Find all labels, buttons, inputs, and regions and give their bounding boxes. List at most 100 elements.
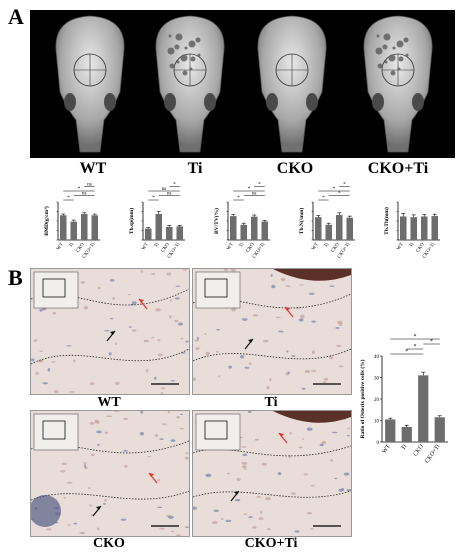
tick-label: WT — [382, 443, 392, 454]
tick-label: CKO — [413, 443, 426, 457]
tick-label: Ti — [409, 242, 416, 249]
tick-label: CKO — [416, 242, 426, 254]
y-tick-label: 10 — [374, 419, 380, 424]
significance-mark: * — [333, 187, 336, 192]
bar-wt — [314, 217, 322, 240]
micro-label-wt: WT — [97, 395, 121, 410]
y-axis-label: Tb.N(/mm) — [298, 208, 305, 235]
significance-mark: ns — [167, 192, 172, 197]
significance-mark: * — [343, 183, 346, 188]
micro-label-cko-ti: CKO+Ti — [244, 536, 298, 551]
bar-cko — [420, 216, 428, 240]
bar-wt — [399, 216, 407, 240]
tick-label: WT — [141, 242, 150, 251]
significance-mark: * — [152, 196, 155, 201]
significance-mark: * — [78, 187, 81, 192]
bar-ti — [401, 426, 412, 442]
significance-mark: ns — [162, 187, 167, 192]
bar-ti — [70, 221, 78, 240]
micrograph-cko — [30, 410, 190, 537]
y-axis-label: Tb.Th(mm) — [383, 207, 390, 235]
y-axis-label: Tb.sp(mm) — [128, 208, 135, 234]
y-axis-label: BV/TV(%) — [213, 208, 220, 234]
bar-cko-ti — [261, 221, 269, 240]
tick-label: Ti — [154, 242, 161, 249]
bar-cko-ti — [91, 215, 99, 240]
significance-mark: * — [237, 196, 240, 201]
micro-ct-skull-image — [30, 10, 455, 158]
bar-ti — [325, 224, 333, 240]
skull-label-cko-ti: CKO+Ti — [367, 160, 429, 177]
bar-wt — [59, 215, 67, 240]
significance-mark: * — [248, 187, 251, 192]
micrograph-ti — [192, 268, 352, 395]
y-tick-label: 40 — [374, 355, 380, 360]
micro-label-ti: Ti — [264, 395, 278, 410]
bar-cko-ti — [346, 217, 354, 240]
y-tick-label: 30 — [374, 376, 380, 381]
tick-label: Ti — [239, 242, 246, 249]
bar-ti — [155, 213, 163, 240]
tick-label: Ti — [324, 242, 331, 249]
bar-wt — [229, 216, 237, 240]
significance-mark: ns — [82, 192, 87, 197]
bar-cko — [335, 215, 343, 240]
significance-mark: ns — [252, 192, 257, 197]
bar-cko — [165, 226, 173, 240]
tick-label: WT — [311, 242, 320, 251]
skull-0 — [55, 15, 125, 153]
significance-mark: * — [67, 196, 70, 201]
bar-wt — [144, 228, 152, 240]
chart-osterix: WT Ti CKO CKO+Ti 0 10 20 30 40 Ratio of Osterix p… — [359, 334, 448, 465]
significance-mark: * — [258, 183, 261, 188]
tick-label: CKO+Ti — [424, 443, 441, 464]
tick-label: WT — [226, 242, 235, 251]
bar-ti — [240, 224, 248, 240]
tick-label: WT — [56, 242, 65, 251]
tick-label: Ti — [401, 443, 409, 451]
significance-mark: * — [414, 344, 417, 350]
bar-cko — [418, 375, 429, 442]
significance-mark: * — [338, 192, 341, 197]
y-tick-label: 20 — [374, 398, 380, 403]
tick-label: CKO — [246, 242, 256, 254]
micro-label-cko: CKO — [93, 536, 125, 551]
bar-cko-ti — [434, 417, 445, 442]
osterix-ratio-chart: WT Ti CKO CKO+Ti 0 10 20 30 40 Ratio of Osterix p… — [359, 334, 448, 465]
bar-cko — [80, 214, 88, 240]
skull-label-wt: WT — [79, 160, 107, 177]
significance-mark: * — [322, 196, 325, 201]
significance-mark: * — [405, 349, 408, 355]
tick-label: WT — [396, 242, 405, 251]
y-tick-label: 0 — [377, 441, 380, 446]
significance-mark: * — [430, 339, 433, 345]
skull-label-ti: Ti — [187, 160, 203, 177]
bar-cko-ti — [431, 216, 439, 240]
significance-mark: ns — [87, 183, 92, 188]
bar-wt — [385, 419, 396, 442]
bar-ti — [410, 217, 418, 240]
tick-label: Ti — [69, 242, 76, 249]
tick-label: CKO — [161, 242, 171, 254]
tick-label: CKO — [331, 242, 341, 254]
bar-cko — [250, 216, 258, 240]
panel-letter-a: A — [8, 4, 24, 29]
skull-1 — [155, 15, 225, 153]
skull-3 — [363, 15, 433, 153]
skull-renderings — [55, 15, 433, 153]
tick-label: CKO — [76, 242, 86, 254]
micrograph-cko-ti — [192, 410, 352, 537]
y-axis-label: BMD(g/cm³) — [43, 206, 50, 236]
skull-label-cko: CKO — [276, 160, 314, 177]
bar-cko-ti — [176, 226, 184, 240]
micrograph-wt — [30, 268, 190, 395]
skull-2 — [257, 15, 327, 153]
y-axis-label: Ratio of Osterix positive cells (%) — [359, 359, 366, 438]
significance-mark: * — [173, 183, 176, 188]
